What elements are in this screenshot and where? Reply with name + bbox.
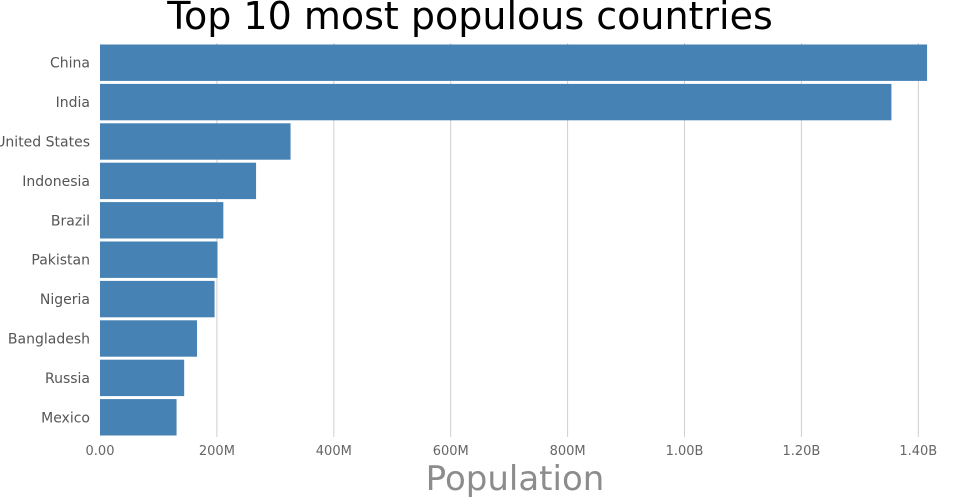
bar bbox=[100, 202, 224, 239]
x-tick-label: 1.00B bbox=[666, 444, 704, 459]
bar bbox=[100, 359, 185, 397]
chart-title: Top 10 most populous countries bbox=[167, 0, 773, 38]
bar bbox=[100, 162, 257, 200]
category-label: Bangladesh bbox=[8, 332, 90, 348]
bar bbox=[100, 320, 198, 357]
bars bbox=[100, 44, 928, 436]
category-label: Mexico bbox=[41, 410, 90, 426]
category-label: China bbox=[50, 56, 90, 72]
x-axis-title: Population bbox=[426, 459, 605, 499]
bar bbox=[100, 123, 291, 160]
category-label: United States bbox=[0, 135, 90, 151]
x-tick-label: 0.00 bbox=[86, 444, 115, 459]
x-tick-label: 800M bbox=[550, 444, 586, 459]
category-label: Russia bbox=[45, 371, 90, 387]
category-label: Brazil bbox=[51, 213, 90, 229]
x-tick-label: 1.20B bbox=[782, 444, 820, 459]
category-label: Pakistan bbox=[31, 253, 90, 269]
category-label: India bbox=[56, 95, 90, 111]
category-label: Indonesia bbox=[22, 174, 90, 190]
category-label: Nigeria bbox=[40, 292, 90, 308]
x-tick-label: 1.40B bbox=[899, 444, 937, 459]
bar bbox=[100, 280, 215, 318]
bar bbox=[100, 44, 928, 81]
x-tick-label: 200M bbox=[199, 444, 235, 459]
category-labels: China India United States Indonesia Brazil Pa… bbox=[0, 56, 90, 427]
x-tick-label: 600M bbox=[433, 444, 469, 459]
x-tick-labels: 0.00 200M 400M 600M 800M 1.00B 1.20B 1.40B bbox=[86, 444, 938, 459]
bar bbox=[100, 241, 218, 278]
bar bbox=[100, 83, 892, 121]
bar bbox=[100, 399, 177, 436]
x-tick-label: 400M bbox=[316, 444, 352, 459]
